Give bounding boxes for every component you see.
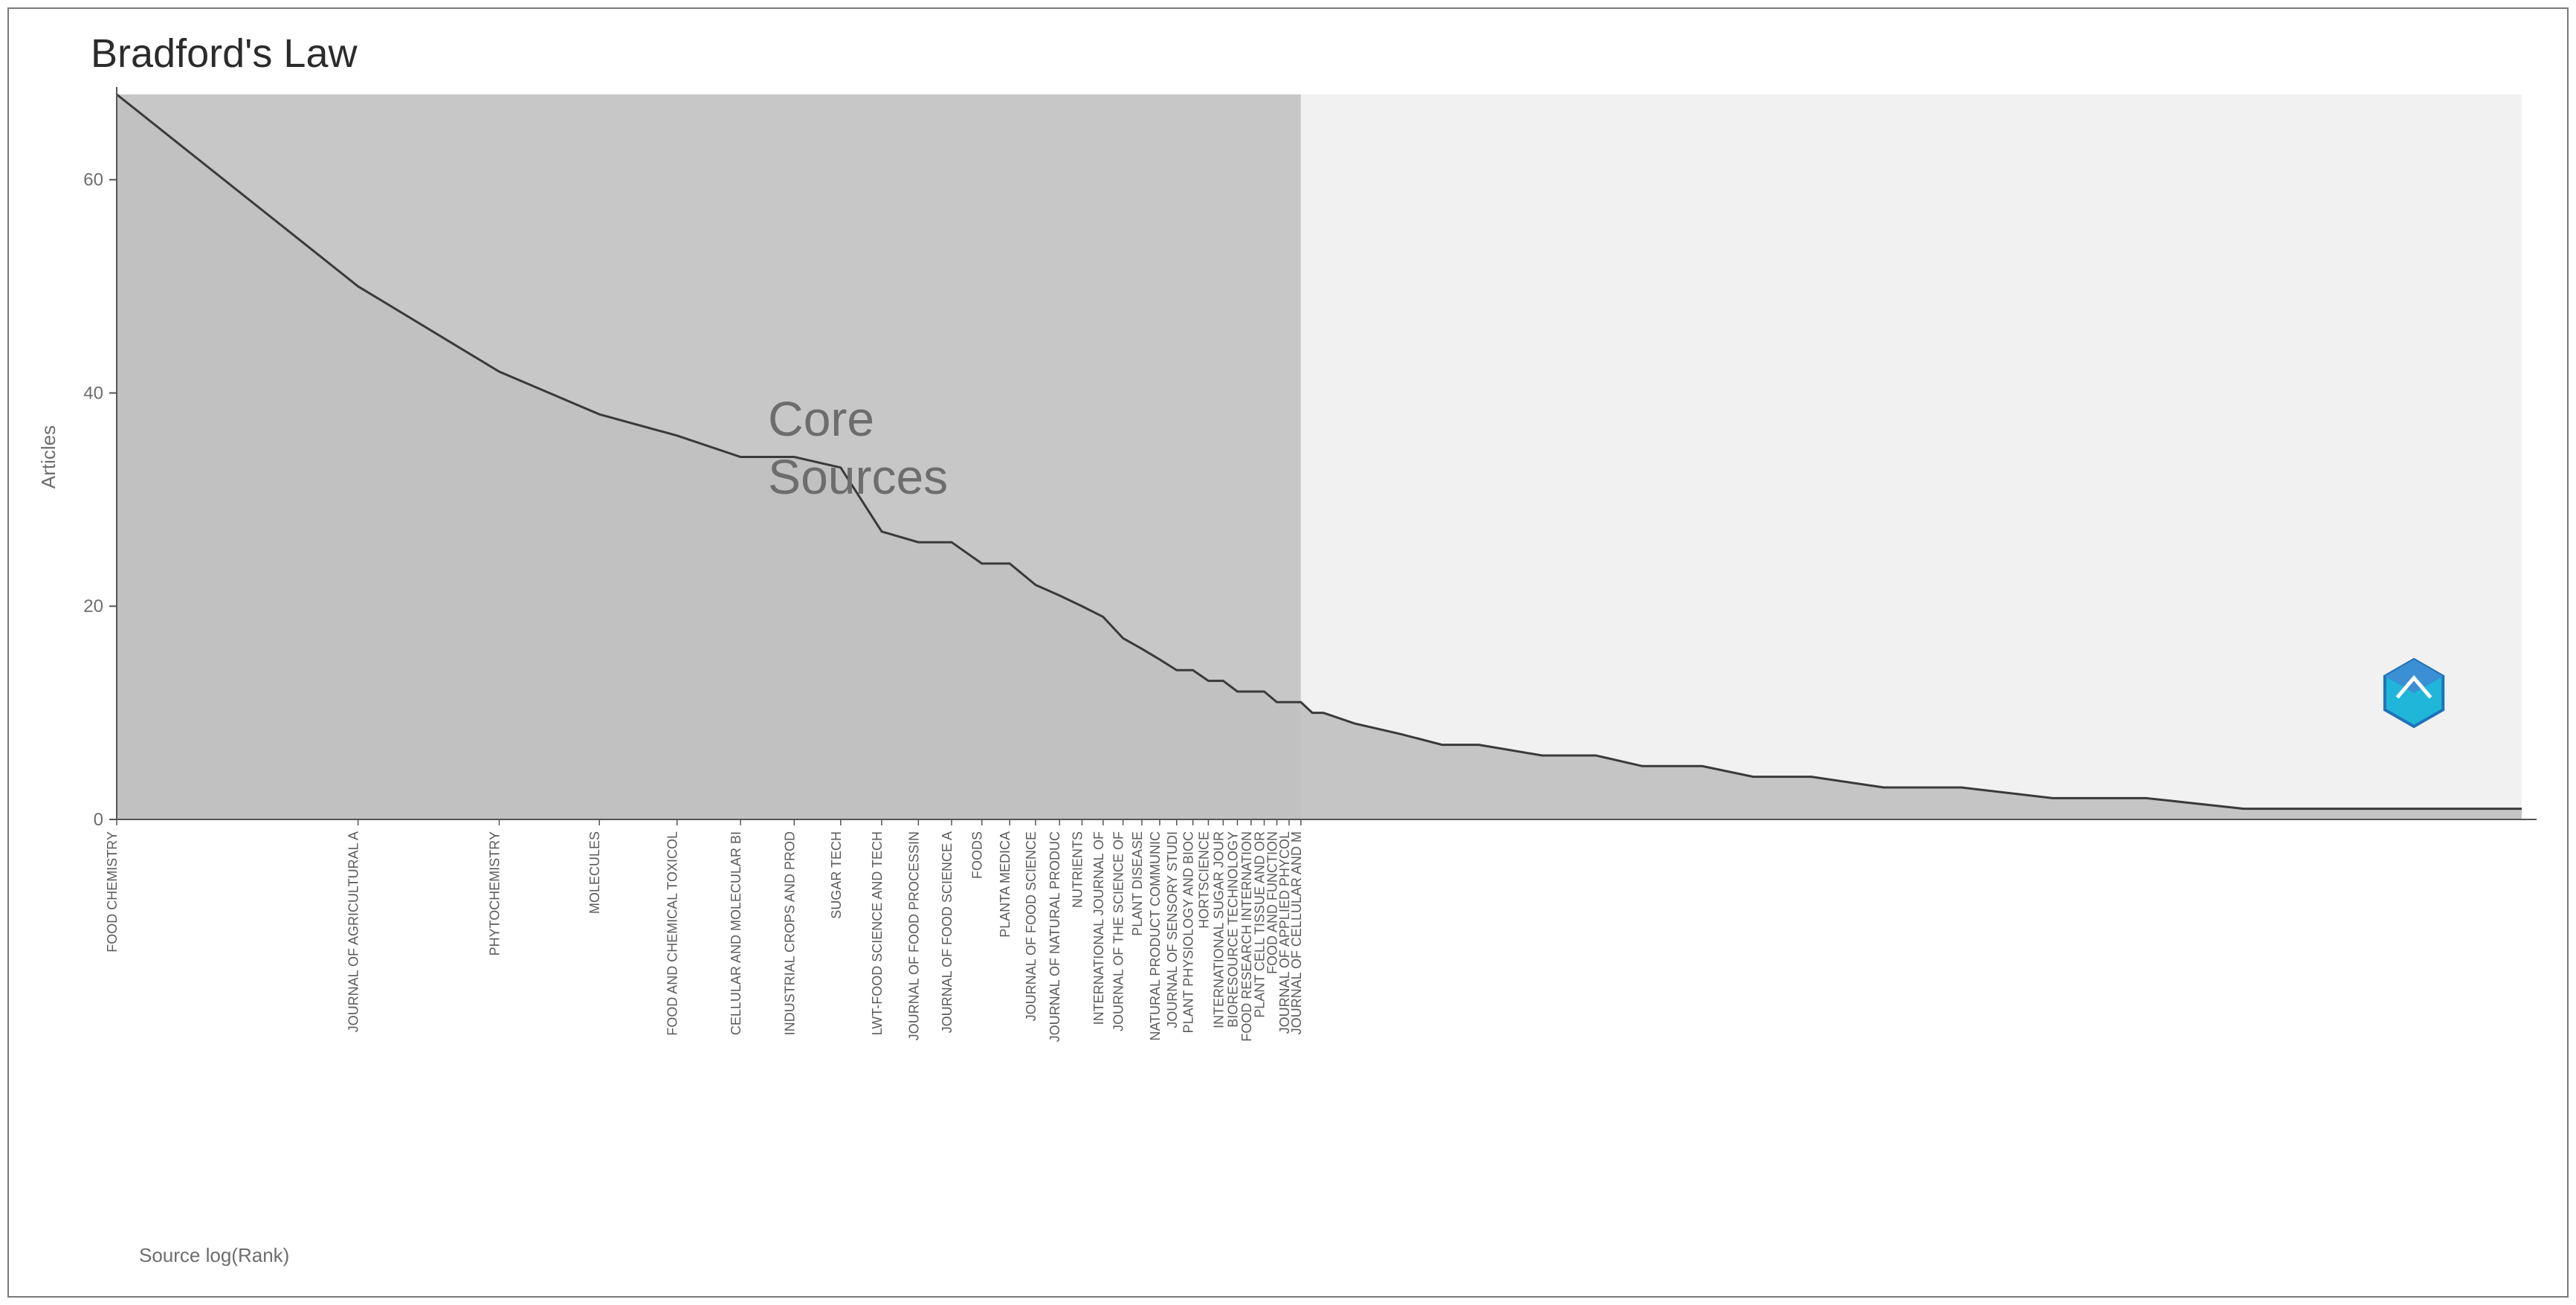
x-axis-label: Source log(Rank) <box>139 1244 289 1266</box>
x-tick-label: HORTSCIENCE <box>1196 831 1211 929</box>
x-tick-label: MOLECULES <box>587 831 602 914</box>
x-tick-label: NATURAL PRODUCT COMMUNIC <box>1148 831 1163 1041</box>
x-tick-label: PLANTA MEDICA <box>998 831 1013 938</box>
x-tick-label: JOURNAL OF AGRICULTURAL A <box>346 831 361 1032</box>
x-tick-label: JOURNAL OF FOOD PROCESSIN <box>906 831 921 1040</box>
x-tick-label: NUTRIENTS <box>1070 831 1085 908</box>
x-tick-label: FOOD CHEMISTRY <box>105 831 120 953</box>
x-tick-label: JOURNAL OF THE SCIENCE OF <box>1111 831 1126 1031</box>
bradford-law-chart: 0 20 40 60 FOOD CHEMISTRY JOURNAL OF AGRICULT… <box>9 9 2567 1296</box>
chart-title: Bradford's Law <box>91 31 358 76</box>
x-tick-label: JOURNAL OF CELLULAR AND M <box>1289 831 1304 1034</box>
x-tick-label: INTERNATIONAL JOURNAL OF <box>1091 831 1106 1025</box>
y-tick-label: 40 <box>83 383 103 403</box>
y-tick-label: 20 <box>83 596 103 616</box>
y-tick-label: 0 <box>94 810 103 830</box>
x-tick-label: LWT-FOOD SCIENCE AND TECH <box>870 831 885 1035</box>
y-tick-label: 60 <box>83 170 103 190</box>
x-tick-label: PHYTOCHEMISTRY <box>487 831 502 956</box>
x-tick-label: JOURNAL OF FOOD SCIENCE A <box>940 831 955 1033</box>
x-tick-label: INDUSTRIAL CROPS AND PROD <box>782 831 797 1035</box>
x-tick-label: FOOD AND CHEMICAL TOXICOL <box>665 831 680 1036</box>
logo-icon <box>2385 660 2443 726</box>
x-tick-label: JOURNAL OF NATURAL PRODUC <box>1047 831 1062 1042</box>
x-tick-label: PLANT DISEASE <box>1130 831 1145 936</box>
tail-zone <box>1301 94 2522 819</box>
core-sources-annotation: Core <box>768 391 874 446</box>
x-tick-label: PLANT PHYSIOLOGY AND BIOC <box>1181 831 1196 1033</box>
core-sources-annotation: Sources <box>768 449 948 504</box>
x-tick-label: INTERNATIONAL SUGAR JOUR <box>1211 831 1226 1028</box>
y-axis-label: Articles <box>37 425 59 489</box>
x-tick-label: JOURNAL OF SENSORY STUDI <box>1165 831 1180 1028</box>
x-tick-label: JOURNAL OF FOOD SCIENCE <box>1024 831 1039 1021</box>
x-tick-label: SUGAR TECH <box>829 831 844 919</box>
x-tick-label: FOODS <box>970 831 985 879</box>
chart-frame: 0 20 40 60 FOOD CHEMISTRY JOURNAL OF AGRICULT… <box>7 7 2569 1298</box>
x-tick-label: CELLULAR AND MOLECULAR BI <box>729 831 743 1035</box>
x-tick-label: BIORESOURCE TECHNOLOGY <box>1225 831 1240 1028</box>
